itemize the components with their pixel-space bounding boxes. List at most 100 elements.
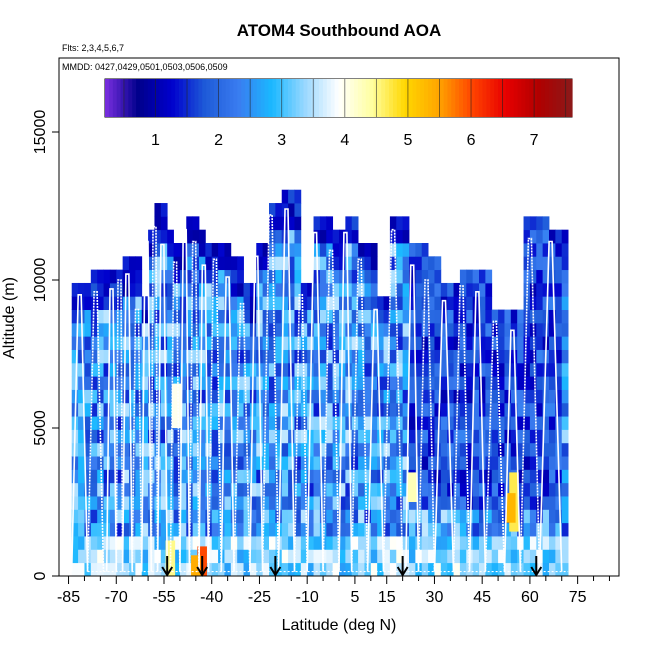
heatmap-cell <box>459 416 467 430</box>
heatmap-cell <box>230 496 238 510</box>
heatmap-cell <box>192 456 200 470</box>
heatmap-cell <box>472 429 480 444</box>
heatmap-cell <box>447 349 454 364</box>
heatmap-cell <box>326 522 334 537</box>
heatmap-cell <box>555 296 563 310</box>
heatmap-cell <box>294 549 302 564</box>
heatmap-cell <box>294 189 302 204</box>
heatmap-cell <box>205 389 213 404</box>
heatmap-cell <box>78 429 85 444</box>
heatmap-cell <box>313 216 321 231</box>
heatmap-cell <box>377 349 384 364</box>
heatmap-cell <box>542 309 550 324</box>
heatmap-cell <box>479 469 486 484</box>
heatmap-cell <box>243 322 251 337</box>
heatmap-cell <box>281 522 289 537</box>
colorbar-cell <box>182 79 188 117</box>
heatmap-cell <box>561 349 569 364</box>
heatmap-cell <box>148 402 155 417</box>
colorbar-cell <box>116 79 122 117</box>
heatmap-cell <box>561 549 569 564</box>
heatmap-cell <box>154 362 162 377</box>
colorbar-cell <box>389 79 394 117</box>
heatmap-cell <box>377 402 384 417</box>
heatmap-cell <box>549 229 556 244</box>
heatmap-cell <box>288 562 295 577</box>
heatmap-cell <box>529 429 537 444</box>
x-axis-label: Latitude (deg N) <box>282 617 397 634</box>
heatmap-cell <box>135 469 143 484</box>
heatmap-cell <box>332 536 340 550</box>
heatmap-cell <box>396 309 404 324</box>
heatmap-cell <box>160 216 168 231</box>
heatmap-cell <box>498 362 505 377</box>
heatmap-cell <box>224 402 232 417</box>
heatmap-cell <box>313 416 321 430</box>
heatmap-cell <box>288 282 295 297</box>
heatmap-cell <box>549 456 556 470</box>
heatmap-cell <box>536 402 544 417</box>
heatmap-cell <box>281 456 289 470</box>
colorbar-cell <box>190 79 196 117</box>
flight-profile-line <box>105 288 118 572</box>
heatmap-cell <box>447 416 454 430</box>
heatmap-cell <box>269 482 276 497</box>
heatmap-cell <box>364 522 372 537</box>
heatmap-cell <box>339 456 346 470</box>
heatmap-cell <box>199 376 206 390</box>
x-tick-label: 60 <box>521 589 539 606</box>
heatmap-cell <box>396 456 404 470</box>
heatmap-cell <box>421 536 429 550</box>
heatmap-cell <box>237 496 244 510</box>
colorbar-cell <box>463 79 468 117</box>
heatmap-cell <box>549 416 556 430</box>
heatmap-cell <box>78 562 85 577</box>
heatmap-cell <box>377 362 384 377</box>
flight-profile-line <box>538 240 563 572</box>
heatmap-cell <box>224 309 232 324</box>
heatmap-cell <box>205 256 213 271</box>
heatmap-cell <box>262 509 270 524</box>
heatmap-cell <box>421 522 429 537</box>
colorbar-cell <box>105 79 110 117</box>
heatmap-cell <box>167 416 174 430</box>
heatmap-cell <box>249 416 257 430</box>
heatmap-cell <box>517 402 524 417</box>
heatmap-cell <box>90 522 98 537</box>
heatmap-cell <box>364 376 372 390</box>
colorbar-cell <box>396 79 402 117</box>
heatmap-cell <box>358 362 365 377</box>
heatmap-cell <box>122 256 130 271</box>
heatmap-cell <box>205 296 213 310</box>
heatmap-cell <box>364 442 372 457</box>
heatmap-cell <box>205 349 213 364</box>
heatmap-cell <box>510 549 518 564</box>
heatmap-cell <box>90 282 98 297</box>
heatmap-cell <box>109 429 117 444</box>
heatmap-cell <box>307 522 314 537</box>
heatmap-cell <box>109 469 117 484</box>
heatmap-cell <box>281 336 289 350</box>
heatmap-cell <box>199 256 206 271</box>
heatmap-cell <box>517 482 524 497</box>
heatmap-cell <box>332 469 340 484</box>
heatmap-cell <box>561 309 569 324</box>
heatmap-cell <box>78 349 85 364</box>
colorbar-cell <box>128 79 133 117</box>
heatmap-cell <box>351 496 359 510</box>
heatmap-cell <box>396 389 404 404</box>
heatmap-cell <box>536 429 544 444</box>
heatmap-cell <box>536 522 544 537</box>
heatmap-cell <box>179 509 187 524</box>
heatmap-cell <box>555 256 563 271</box>
heatmap-cell <box>78 536 85 550</box>
heatmap-cell <box>160 549 168 564</box>
heatmap-cell <box>383 509 391 524</box>
heatmap-cell <box>485 389 493 404</box>
heatmap-cell <box>428 522 435 537</box>
heatmap-cell <box>230 482 238 497</box>
heatmap-cell <box>300 282 308 297</box>
heatmap-cell <box>78 456 85 470</box>
heatmap-cell <box>561 269 569 284</box>
heatmap-cell <box>447 322 454 337</box>
